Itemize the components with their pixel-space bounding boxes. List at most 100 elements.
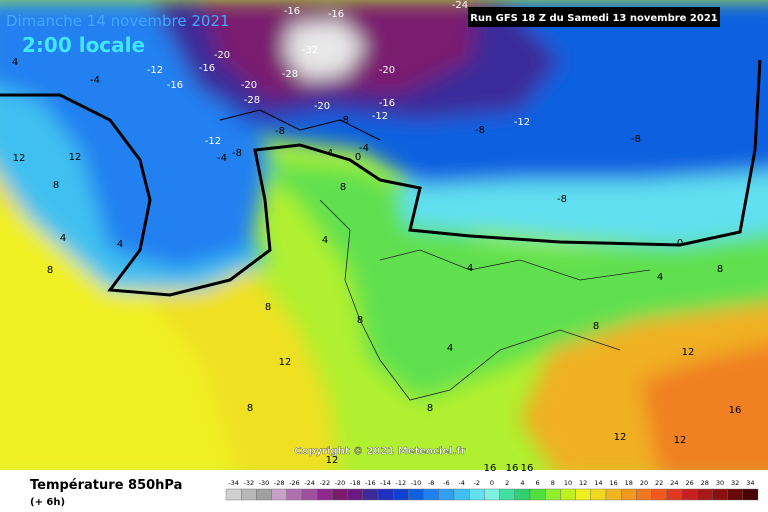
contour-label: 4 xyxy=(322,235,328,246)
legend-swatch xyxy=(545,488,561,501)
contour-label: -20 xyxy=(241,80,257,91)
footer-title: Température 850hPa xyxy=(30,478,182,493)
contour-label: 16 xyxy=(729,405,742,416)
legend-label: -28 xyxy=(274,479,285,487)
legend-swatch xyxy=(697,488,713,501)
legend-label: 0 xyxy=(490,479,494,487)
legend-swatch xyxy=(393,488,409,501)
legend-swatch xyxy=(727,488,743,501)
contour-label: 4 xyxy=(12,57,18,68)
legend-label: 8 xyxy=(551,479,555,487)
legend-swatch xyxy=(484,488,500,501)
contour-label: -20 xyxy=(379,65,395,76)
legend-label: -2 xyxy=(474,479,480,487)
contour-label: -24 xyxy=(452,0,468,11)
legend-label: -12 xyxy=(395,479,406,487)
contour-label: 8 xyxy=(53,180,59,191)
legend-swatch xyxy=(469,488,485,501)
legend-swatch xyxy=(742,488,759,501)
legend-label: -10 xyxy=(411,479,422,487)
run-box xyxy=(468,7,720,27)
contour-label: 8 xyxy=(427,403,433,414)
legend-label: -16 xyxy=(365,479,376,487)
legend-swatch xyxy=(286,488,303,501)
time-label: 2:00 locale xyxy=(22,33,145,57)
legend-label: -4 xyxy=(458,479,464,487)
contour-label: -4 xyxy=(359,143,369,154)
legend-swatch xyxy=(271,488,288,501)
legend-label: -6 xyxy=(443,479,449,487)
legend-swatch xyxy=(408,488,424,501)
contour-label: -12 xyxy=(147,65,163,76)
contour-label: -28 xyxy=(282,69,298,80)
contour-label: -12 xyxy=(372,111,388,122)
contour-label: 8 xyxy=(265,302,271,313)
legend-swatch xyxy=(605,488,622,501)
legend-swatch xyxy=(621,488,637,501)
contour-label: 16 xyxy=(521,463,534,474)
contour-label: -16 xyxy=(167,80,183,91)
legend-swatch xyxy=(651,488,667,501)
copyright: Copyright © 2021 Meteociel.fr xyxy=(294,446,465,457)
legend-swatch xyxy=(332,488,348,501)
contour-label: -8 xyxy=(339,115,349,126)
legend-swatch xyxy=(499,488,516,501)
contour-label: 12 xyxy=(69,152,82,163)
legend-label: -26 xyxy=(289,479,300,487)
contour-label: 0 xyxy=(677,238,683,249)
legend-label: 22 xyxy=(655,479,663,487)
legend-swatch xyxy=(438,488,455,501)
contour-label: -8 xyxy=(631,134,641,145)
contour-label: -20 xyxy=(314,101,330,112)
contour-label: 4 xyxy=(467,263,473,274)
contour-label: 0 xyxy=(355,152,361,163)
legend-label: 30 xyxy=(716,479,724,487)
date-label: Dimanche 14 novembre 2021 xyxy=(6,12,230,30)
contour-label: -28 xyxy=(244,95,260,106)
contour-label: -20 xyxy=(214,50,230,61)
contour-label: -8 xyxy=(557,194,567,205)
contour-label: -16 xyxy=(379,98,395,109)
contour-label: -8 xyxy=(232,148,242,159)
legend-swatch xyxy=(560,488,576,501)
contour-label: 12 xyxy=(326,455,339,466)
contour-label: 8 xyxy=(357,315,363,326)
legend-swatch xyxy=(590,488,607,501)
contour-label: 8 xyxy=(717,264,723,275)
legend-label: -8 xyxy=(428,479,434,487)
legend-swatch xyxy=(225,488,242,501)
legend-label: 10 xyxy=(564,479,572,487)
contour-label: 4 xyxy=(447,343,453,354)
legend-swatch xyxy=(514,488,531,501)
contour-label: 12 xyxy=(13,153,26,164)
legend-label: -32 xyxy=(243,479,254,487)
contour-label: 16 xyxy=(506,463,519,474)
contour-label: -16 xyxy=(284,6,300,17)
legend-swatch xyxy=(712,488,728,501)
legend-label: 26 xyxy=(685,479,693,487)
legend-label: 32 xyxy=(731,479,739,487)
legend-swatch xyxy=(575,488,591,501)
contour-label: 4 xyxy=(117,239,123,250)
contour-label: -4 xyxy=(90,75,100,86)
legend-label: 34 xyxy=(746,479,754,487)
legend-swatch xyxy=(240,488,257,501)
contour-label: -8 xyxy=(475,125,485,136)
contour-label: 12 xyxy=(279,357,292,368)
legend-label: 28 xyxy=(701,479,709,487)
legend-label: 2 xyxy=(505,479,509,487)
contour-label: 8 xyxy=(340,182,346,193)
run-label: Run GFS 18 Z du Samedi 13 novembre 2021 xyxy=(470,13,718,24)
legend-swatch xyxy=(666,488,683,501)
legend-swatch xyxy=(256,488,272,501)
legend-swatch xyxy=(453,488,470,501)
legend-label: -30 xyxy=(259,479,270,487)
contour-label: -4 xyxy=(217,153,227,164)
contour-label: -12 xyxy=(205,136,221,147)
legend-label: 20 xyxy=(640,479,648,487)
legend-swatch xyxy=(317,488,333,501)
temperature-field xyxy=(0,0,768,470)
contour-label: 16 xyxy=(484,463,497,474)
